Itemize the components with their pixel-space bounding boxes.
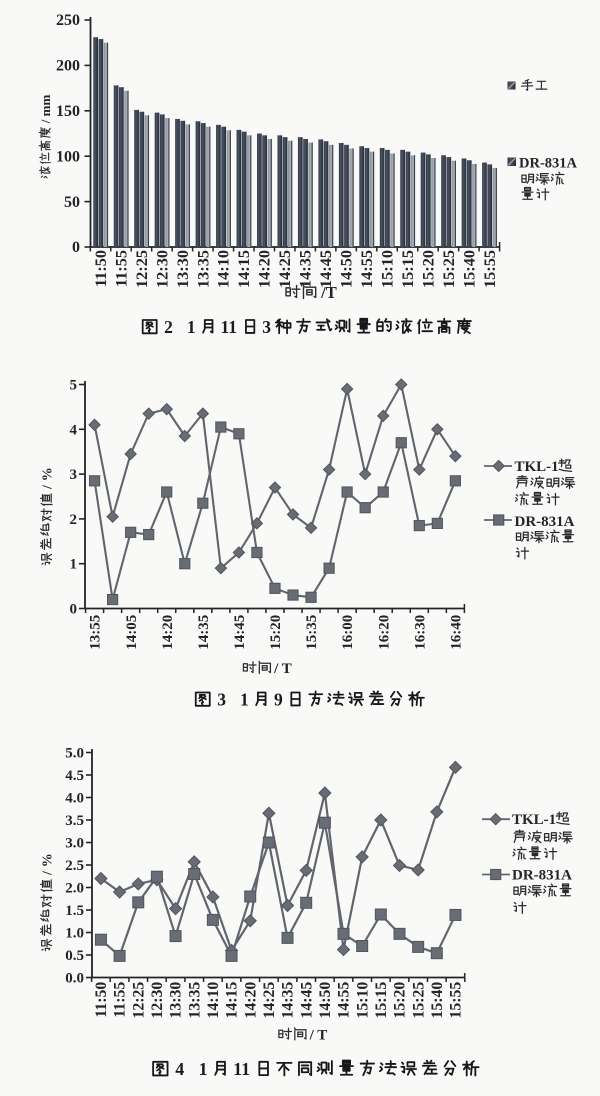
svg-text:2.5: 2.5	[65, 858, 84, 874]
svg-text:14:25: 14:25	[275, 250, 294, 288]
svg-text:15:10: 15:10	[354, 982, 371, 1019]
svg-text:14:50: 14:50	[317, 982, 334, 1019]
svg-text:1: 1	[199, 1059, 208, 1079]
svg-text:1.0: 1.0	[65, 926, 84, 942]
svg-text:5.0: 5.0	[65, 746, 84, 762]
svg-text:/: /	[41, 870, 56, 876]
svg-text:DR-831A: DR-831A	[515, 514, 575, 530]
svg-text:15:15: 15:15	[398, 250, 417, 288]
svg-text:15:55: 15:55	[480, 250, 499, 288]
svg-text:14:55: 14:55	[336, 982, 353, 1019]
svg-text:3: 3	[70, 467, 78, 483]
svg-text:16:00: 16:00	[340, 615, 356, 650]
svg-text:14:10: 14:10	[205, 982, 222, 1019]
svg-text:3: 3	[262, 317, 271, 337]
svg-text:15:20: 15:20	[418, 250, 437, 288]
svg-text:0: 0	[70, 602, 78, 618]
svg-text:250: 250	[56, 12, 80, 29]
svg-text:14:35: 14:35	[296, 250, 315, 288]
svg-text:14:20: 14:20	[160, 615, 176, 650]
svg-text:13:55: 13:55	[88, 615, 104, 650]
svg-text:14:50: 14:50	[337, 250, 356, 288]
svg-text:0.5: 0.5	[65, 948, 84, 964]
svg-text:0: 0	[72, 239, 80, 256]
svg-text:13:35: 13:35	[186, 982, 203, 1019]
svg-text:16:40: 16:40	[448, 615, 464, 650]
svg-text:200: 200	[56, 58, 80, 75]
svg-text:14:45: 14:45	[232, 615, 248, 650]
svg-text:13:30: 13:30	[168, 982, 185, 1019]
svg-text:16:30: 16:30	[412, 615, 428, 650]
svg-text:11:55: 11:55	[112, 982, 129, 1018]
svg-text:4.5: 4.5	[65, 768, 84, 784]
svg-text:12:30: 12:30	[152, 250, 171, 288]
svg-text:14:15: 14:15	[224, 982, 241, 1019]
svg-text:15:25: 15:25	[439, 250, 458, 288]
svg-text:15:15: 15:15	[373, 982, 390, 1019]
svg-text:/T: /T	[320, 283, 337, 302]
svg-text:1: 1	[240, 689, 249, 709]
svg-text:TKL-1: TKL-1	[515, 459, 559, 475]
svg-text:15:10: 15:10	[377, 250, 396, 288]
svg-text:3.0: 3.0	[65, 836, 84, 852]
svg-text:15:25: 15:25	[410, 982, 427, 1019]
svg-text:0.0: 0.0	[65, 971, 84, 987]
svg-text:14:25: 14:25	[261, 982, 278, 1019]
svg-text:12:25: 12:25	[132, 250, 151, 288]
svg-text:1: 1	[187, 317, 196, 337]
svg-text:/ mm: / mm	[38, 95, 53, 125]
svg-text:14:15: 14:15	[234, 250, 253, 288]
svg-text:14:35: 14:35	[196, 615, 212, 650]
svg-text:2: 2	[164, 317, 173, 337]
svg-text:3.5: 3.5	[65, 813, 84, 829]
svg-text:2.0: 2.0	[65, 881, 84, 897]
svg-text:15:40: 15:40	[459, 250, 478, 288]
svg-text:14:05: 14:05	[124, 615, 140, 650]
svg-text:11:50: 11:50	[91, 250, 110, 287]
svg-text:9: 9	[274, 689, 283, 709]
svg-text:2: 2	[70, 512, 78, 528]
svg-text:11:50: 11:50	[93, 982, 110, 1018]
svg-text:12:25: 12:25	[130, 982, 147, 1019]
svg-text:11: 11	[220, 317, 237, 337]
svg-text:13:35: 13:35	[193, 250, 212, 288]
svg-text:14:20: 14:20	[255, 250, 274, 288]
svg-text:4.0: 4.0	[65, 791, 84, 807]
svg-text:%: %	[41, 467, 56, 481]
svg-text:14:45: 14:45	[298, 982, 315, 1019]
svg-text:50: 50	[64, 194, 80, 211]
svg-text:11: 11	[233, 1059, 250, 1079]
svg-text:TKL-1: TKL-1	[512, 812, 556, 828]
svg-text:11:55: 11:55	[111, 250, 130, 287]
svg-text:14:45: 14:45	[316, 250, 335, 288]
svg-text:1: 1	[70, 557, 78, 573]
svg-text:DR-831A: DR-831A	[519, 155, 578, 171]
svg-text:15:20: 15:20	[268, 615, 284, 650]
svg-text:150: 150	[56, 103, 80, 120]
svg-text:4: 4	[175, 1059, 184, 1079]
svg-text:3: 3	[217, 689, 226, 709]
svg-text:/: /	[41, 484, 56, 490]
svg-text:14:20: 14:20	[242, 982, 259, 1019]
svg-text:5: 5	[70, 378, 78, 394]
svg-text:16:20: 16:20	[376, 615, 392, 650]
svg-text:4: 4	[70, 422, 78, 438]
svg-text:/ T: / T	[309, 1027, 328, 1043]
svg-text:15:20: 15:20	[392, 982, 409, 1019]
svg-text:14:55: 14:55	[357, 250, 376, 288]
svg-text:DR-831A: DR-831A	[512, 867, 572, 883]
svg-text:12:30: 12:30	[149, 982, 166, 1019]
svg-text:14:35: 14:35	[280, 982, 297, 1019]
svg-text:15:40: 15:40	[429, 982, 446, 1019]
svg-text:13:30: 13:30	[173, 250, 192, 288]
svg-text:100: 100	[56, 148, 80, 165]
svg-text:/ T: / T	[273, 661, 292, 677]
svg-text:%: %	[41, 853, 56, 867]
svg-text:14:10: 14:10	[214, 250, 233, 288]
svg-text:15:55: 15:55	[448, 982, 465, 1019]
svg-text:15:35: 15:35	[304, 615, 320, 650]
svg-text:1.5: 1.5	[65, 903, 84, 919]
